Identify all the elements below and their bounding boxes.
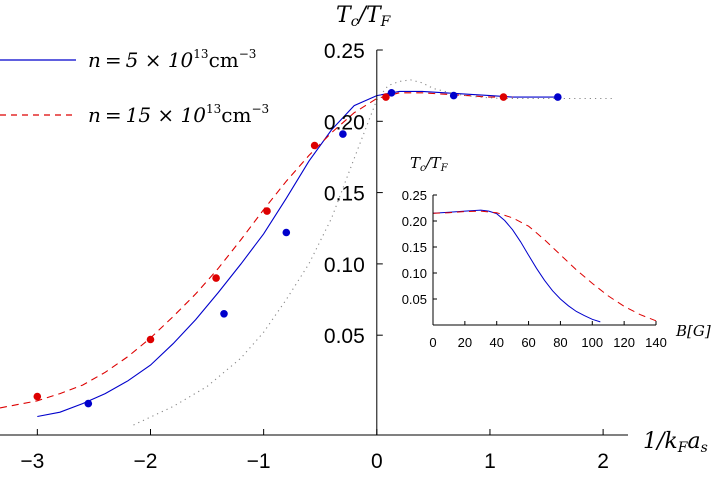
inset-series-line-2 [432, 210, 657, 322]
main-series-1-point-1 [84, 399, 93, 408]
legend-2-exp2: −3 [251, 102, 269, 116]
main-x-tick-label: 2 [597, 450, 609, 473]
main-series-2-point-3 [212, 274, 220, 282]
main-x-axis-title: 1/kFas [643, 429, 708, 456]
inset-series-line-1 [432, 209, 601, 323]
inset-x-tick-label: 100 [581, 335, 603, 350]
main-y-tick-label: 0.25 [324, 40, 365, 63]
main-y-tick-label: 0.10 [324, 254, 365, 277]
legend: n = 5 × 1013cm−3 n = 15 × 1013cm−3 [0, 47, 269, 127]
inset-x-tick-label: 60 [521, 335, 535, 350]
main-series-2-point-5 [310, 141, 319, 150]
main-series-1-point-6 [449, 91, 458, 100]
main-series-1-point-7 [554, 93, 562, 101]
legend-2-unit: cm [221, 103, 251, 127]
inset-plot: 0 20 40 60 80 100 120 140 0.05 0.10 0.15 0.20 0.25 T… [392, 154, 711, 350]
main-y-tick-label: 0.20 [324, 111, 365, 134]
main-x-tick-label: −1 [247, 450, 271, 473]
main-series-line-1 [37, 90, 558, 418]
main-markers [33, 89, 562, 408]
inset-background [392, 182, 659, 342]
main-series-2-point-1 [33, 392, 42, 401]
main-x-tick-label: 0 [371, 450, 383, 473]
main-x-tick-label: −3 [20, 450, 44, 473]
legend-1-unit: cm [209, 48, 239, 72]
main-series-1-point-4 [339, 130, 347, 138]
main-x-tick-label: 1 [484, 450, 496, 473]
legend-2-main: n = 15 × 10 [88, 103, 206, 127]
main-axes [0, 50, 628, 436]
inset-y-tick-label: 0.05 [402, 292, 427, 307]
main-ticks: −3 −2 −1 0 1 2 0.05 0.10 0.15 0.20 0.25 [20, 40, 609, 473]
inset-y-tick-label: 0.20 [402, 214, 427, 229]
legend-2-exp1: 13 [206, 102, 221, 116]
inset-curves [432, 209, 657, 323]
inset-y-tick-label: 0.25 [402, 188, 427, 203]
main-series-2-point-6 [382, 93, 390, 101]
inset-y-tick-label: 0.10 [402, 266, 427, 281]
main-series-1-point-5 [387, 89, 396, 97]
main-series-2-point-2 [146, 335, 155, 344]
main-y-tick-label: 0.15 [324, 183, 365, 206]
main-series-1-point-2 [220, 310, 228, 318]
legend-label-series-2: n = 15 × 1013cm−3 [88, 102, 269, 127]
inset-y-tick-label: 0.15 [402, 240, 427, 255]
inset-axes [432, 195, 656, 326]
inset-ticks: 0 20 40 60 80 100 120 140 0.05 0.10 0.15 0.20 0.25 [402, 188, 667, 350]
main-plot: −3 −2 −1 0 1 2 0.05 0.10 0.15 0.20 0.25 Tc/TF 1/kF… [0, 3, 708, 473]
inset-x-axis-title: B[G] [675, 322, 711, 340]
inset-x-tick-label: 80 [553, 335, 567, 350]
inset-x-tick-label: 40 [489, 335, 503, 350]
inset-x-tick-label: 0 [429, 335, 436, 350]
main-x-tick-label: −2 [134, 450, 158, 473]
legend-1-exp1: 13 [193, 47, 208, 61]
main-series-2-point-7 [499, 93, 508, 101]
legend-label-series-1: n = 5 × 1013cm−3 [88, 47, 256, 72]
inset-x-tick-label: 140 [645, 335, 667, 350]
legend-1-exp2: −3 [239, 47, 257, 61]
main-y-tick-label: 0.05 [324, 325, 365, 348]
main-series-2-point-4 [263, 207, 271, 215]
legend-1-main: n = 5 × 10 [88, 48, 194, 72]
main-y-axis-title: Tc/TF [336, 3, 392, 30]
main-series-1-point-3 [282, 228, 291, 237]
inset-x-tick-label: 120 [613, 335, 635, 350]
inset-x-tick-label: 20 [458, 335, 472, 350]
inset-y-axis-title: Tc/TF [410, 154, 449, 174]
